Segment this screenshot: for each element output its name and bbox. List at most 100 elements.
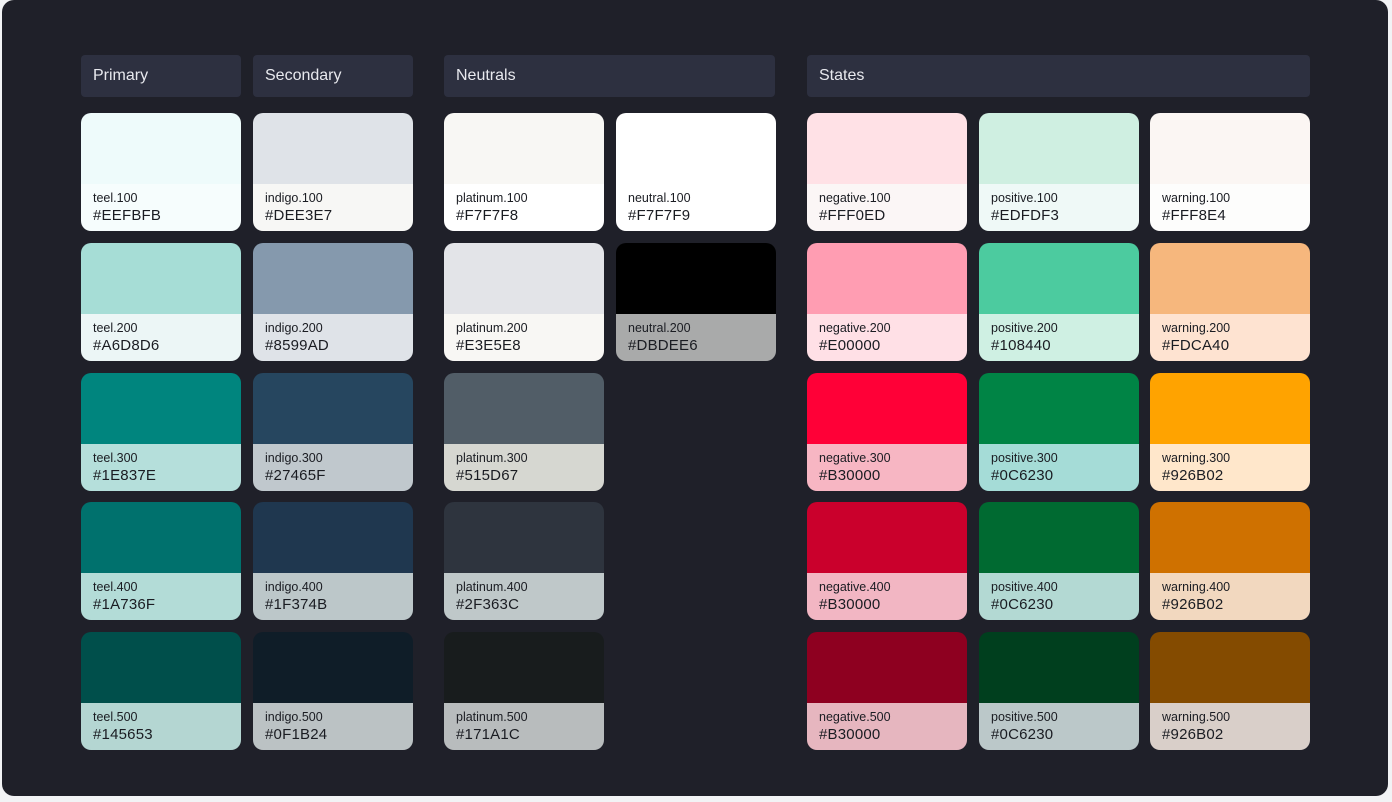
color-label-panel: platinum.300 #515D67 xyxy=(444,444,604,491)
color-token-name: platinum.200 xyxy=(456,321,528,335)
color-token-name: warning.500 xyxy=(1162,710,1231,724)
color-token-name: indigo.100 xyxy=(265,191,323,205)
color-card[interactable]: teel.300 #1E837E xyxy=(81,373,241,491)
color-token-name: platinum.100 xyxy=(456,191,528,205)
color-swatch xyxy=(807,632,967,703)
color-swatch xyxy=(807,373,967,444)
color-card[interactable]: negative.300 #B30000 xyxy=(807,373,967,491)
color-card[interactable]: positive.100 #EDFDF3 xyxy=(979,113,1139,231)
color-card[interactable]: platinum.100 #F7F7F8 xyxy=(444,113,604,231)
color-label-panel: platinum.400 #2F363C xyxy=(444,573,604,620)
color-card[interactable]: indigo.500 #0F1B24 xyxy=(253,632,413,750)
color-token-name: warning.100 xyxy=(1162,191,1231,205)
color-hex-value: #0C6230 xyxy=(991,467,1054,484)
color-card[interactable]: warning.300 #926B02 xyxy=(1150,373,1310,491)
color-card[interactable]: neutral.200 #DBDEE6 xyxy=(616,243,776,361)
color-token-name: positive.400 xyxy=(991,580,1058,594)
color-label-panel: positive.500 #0C6230 xyxy=(979,703,1139,750)
color-card[interactable]: platinum.300 #515D67 xyxy=(444,373,604,491)
color-card[interactable]: indigo.400 #1F374B xyxy=(253,502,413,620)
color-token-name: indigo.200 xyxy=(265,321,323,335)
color-hex-value: #27465F xyxy=(265,467,326,484)
color-card[interactable]: neutral.100 #F7F7F9 xyxy=(616,113,776,231)
header-states: States xyxy=(807,55,1310,97)
color-swatch xyxy=(1150,373,1310,444)
color-card[interactable]: positive.300 #0C6230 xyxy=(979,373,1139,491)
color-card[interactable]: teel.100 #EEFBFB xyxy=(81,113,241,231)
color-hex-value: #EEFBFB xyxy=(93,207,162,224)
color-card[interactable]: warning.500 #926B02 xyxy=(1150,632,1310,750)
color-swatch xyxy=(444,373,604,444)
color-hex-value: #E3E5E8 xyxy=(456,337,521,354)
color-swatch xyxy=(979,243,1139,314)
color-card[interactable]: warning.400 #926B02 xyxy=(1150,502,1310,620)
color-swatch xyxy=(253,243,413,314)
color-card[interactable]: teel.200 #A6D8D6 xyxy=(81,243,241,361)
color-label-panel: indigo.100 #DEE3E7 xyxy=(253,184,413,231)
color-swatch xyxy=(1150,113,1310,184)
color-card[interactable]: warning.200 #FDCA40 xyxy=(1150,243,1310,361)
color-swatch xyxy=(1150,632,1310,703)
color-card[interactable]: warning.100 #FFF8E4 xyxy=(1150,113,1310,231)
color-card[interactable]: indigo.200 #8599AD xyxy=(253,243,413,361)
header-neutrals: Neutrals xyxy=(444,55,775,97)
color-swatch xyxy=(444,113,604,184)
color-token-name: indigo.500 xyxy=(265,710,323,724)
color-swatch xyxy=(616,243,776,314)
color-card[interactable]: negative.400 #B30000 xyxy=(807,502,967,620)
color-card[interactable]: positive.200 #108440 xyxy=(979,243,1139,361)
color-label-panel: warning.100 #FFF8E4 xyxy=(1150,184,1310,231)
color-hex-value: #FDCA40 xyxy=(1162,337,1230,354)
color-token-name: neutral.200 xyxy=(628,321,691,335)
color-hex-value: #FFF0ED xyxy=(819,207,886,224)
color-swatch xyxy=(979,373,1139,444)
header-secondary: Secondary xyxy=(253,55,413,97)
color-card[interactable]: negative.500 #B30000 xyxy=(807,632,967,750)
color-token-name: neutral.100 xyxy=(628,191,691,205)
color-card[interactable]: platinum.200 #E3E5E8 xyxy=(444,243,604,361)
color-swatch xyxy=(81,373,241,444)
color-label-panel: platinum.100 #F7F7F8 xyxy=(444,184,604,231)
color-swatch xyxy=(81,243,241,314)
color-token-name: platinum.300 xyxy=(456,451,528,465)
color-hex-value: #108440 xyxy=(991,337,1051,354)
color-card[interactable]: positive.400 #0C6230 xyxy=(979,502,1139,620)
color-token-name: platinum.400 xyxy=(456,580,528,594)
color-token-name: platinum.500 xyxy=(456,710,528,724)
color-hex-value: #EDFDF3 xyxy=(991,207,1060,224)
color-hex-value: #A6D8D6 xyxy=(93,337,160,354)
color-hex-value: #B30000 xyxy=(819,596,881,613)
color-hex-value: #0C6230 xyxy=(991,596,1054,613)
color-card[interactable]: positive.500 #0C6230 xyxy=(979,632,1139,750)
color-hex-value: #F7F7F8 xyxy=(456,207,519,224)
color-token-name: warning.200 xyxy=(1162,321,1231,335)
color-label-panel: warning.300 #926B02 xyxy=(1150,444,1310,491)
color-card[interactable]: negative.100 #FFF0ED xyxy=(807,113,967,231)
header-primary: Primary xyxy=(81,55,241,97)
color-hex-value: #926B02 xyxy=(1162,467,1224,484)
color-label-panel: positive.300 #0C6230 xyxy=(979,444,1139,491)
color-swatch xyxy=(444,632,604,703)
color-swatch xyxy=(807,113,967,184)
color-card[interactable]: platinum.400 #2F363C xyxy=(444,502,604,620)
color-token-name: teel.300 xyxy=(93,451,138,465)
color-card[interactable]: teel.500 #145653 xyxy=(81,632,241,750)
color-card[interactable]: teel.400 #1A736F xyxy=(81,502,241,620)
color-token-name: warning.400 xyxy=(1162,580,1231,594)
color-token-name: positive.200 xyxy=(991,321,1058,335)
color-hex-value: #145653 xyxy=(93,726,153,743)
color-card[interactable]: indigo.300 #27465F xyxy=(253,373,413,491)
color-hex-value: #0C6230 xyxy=(991,726,1054,743)
color-token-name: negative.100 xyxy=(819,191,891,205)
color-swatch xyxy=(253,373,413,444)
color-card[interactable]: indigo.100 #DEE3E7 xyxy=(253,113,413,231)
color-token-name: warning.300 xyxy=(1162,451,1231,465)
color-hex-value: #1F374B xyxy=(265,596,328,613)
color-hex-value: #DEE3E7 xyxy=(265,207,333,224)
color-card[interactable]: negative.200 #E00000 xyxy=(807,243,967,361)
color-label-panel: negative.300 #B30000 xyxy=(807,444,967,491)
color-token-name: negative.300 xyxy=(819,451,891,465)
color-card[interactable]: platinum.500 #171A1C xyxy=(444,632,604,750)
color-swatch xyxy=(979,113,1139,184)
color-hex-value: #B30000 xyxy=(819,467,881,484)
